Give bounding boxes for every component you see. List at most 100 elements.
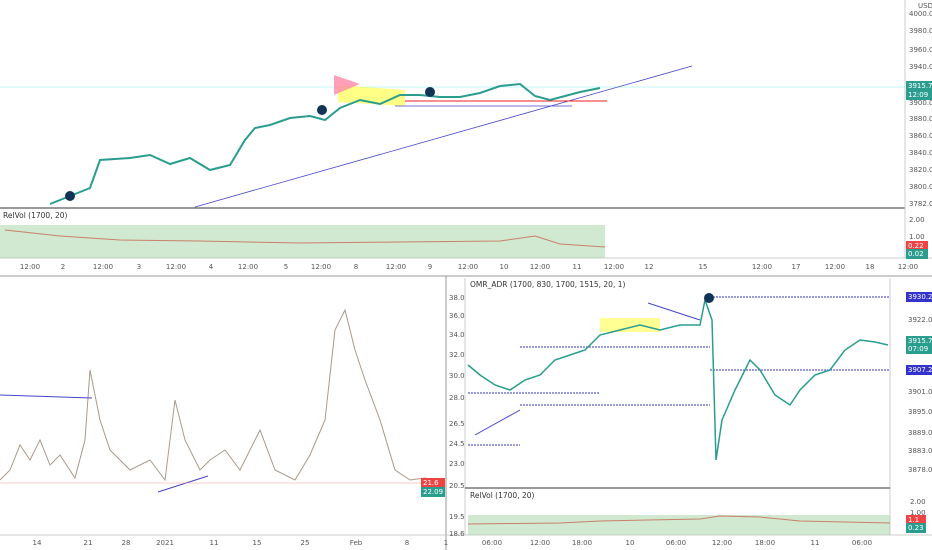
indicator-value: 1.1 [908,516,919,524]
price-tag: 21.6 [423,479,439,487]
x-tick-label: 06:00 [666,539,686,547]
indicator-value: 0.23 [908,524,924,532]
x-tick-label: 11 [210,539,219,547]
x-tick-label: 10 [626,539,635,547]
y-tick-label: 28.0 [449,394,465,402]
y-tick-label: 34.0 [449,331,465,339]
y-tick-label: 30.0 [449,372,465,380]
y-tick-label: 3901.00 [908,388,932,396]
y-tick-label: 32.0 [449,351,465,359]
signal-icon [425,87,435,97]
countdown: 12:09 [908,91,928,99]
y-tick-label: 2.00 [909,216,925,224]
y-tick-label: 3878.00 [908,466,932,474]
current-price: 07:09 [908,345,928,353]
price-series [0,308,441,483]
x-tick-label: 12:00 [93,263,113,271]
x-tick-label: 06:00 [482,539,502,547]
price-series [49,82,601,205]
x-tick-label: 8 [354,263,358,271]
x-tick-label: 12:00 [898,263,918,271]
x-tick-label: 15 [253,539,262,547]
x-tick-label: 12:00 [530,539,550,547]
y-tick-label: 3883.00 [908,447,932,455]
signal-icon [317,105,327,115]
relvol-bars [0,225,605,258]
price-tag-bg [421,478,445,488]
x-tick-label: 25 [301,539,310,547]
x-tick-label: 14 [33,539,42,547]
level-tag-bg [906,292,932,302]
volume-profile [334,75,360,95]
current-price: 3915.75 [908,337,932,345]
indicator-value-bg [906,249,928,259]
legend: OMR_ADR (1700, 830, 1700, 1515, 20, 1) [470,280,625,289]
indicator-value: 0.22 [908,242,924,250]
current-price-bg [906,344,932,354]
x-tick-label: 2021 [156,539,174,547]
y-tick-label: 26.5 [449,420,465,428]
y-tick-label: 20.5 [449,482,465,490]
y-tick-label: 3800.00 [909,183,932,191]
signal-icon [704,293,714,303]
trend-line [157,475,209,493]
level-tag: 3930.25 [908,293,932,301]
relvol-average [467,515,891,525]
x-tick-label: 5 [284,263,288,271]
trend-line [647,302,701,321]
y-tick-label: 3960.00 [909,46,932,54]
x-tick-label: 12:00 [825,263,845,271]
level-tag: 3907.25 [908,366,932,374]
current-price-bg [906,81,932,91]
indicator-value-bg [906,523,926,533]
x-tick-label: Feb [350,539,363,547]
x-tick-label: 18 [866,263,875,271]
y-tick-label: 3860.00 [909,132,932,140]
x-tick-label: 3 [137,263,141,271]
current-price-bg [906,336,932,346]
x-tick-label: 12:00 [20,263,40,271]
x-tick-label: 12 [645,263,654,271]
x-tick-label: 17 [792,263,801,271]
x-tick-label: 12:00 [712,539,732,547]
y-tick-label: 19.5 [449,513,465,521]
x-tick-label: 12:00 [604,263,624,271]
x-tick-label: 11 [573,263,582,271]
trend-line [474,409,521,436]
indicator-label: RelVol (1700, 20) [3,211,68,220]
trend-line [0,394,93,399]
y-tick-label: 3940.00 [909,63,932,71]
indicator-label: RelVol (1700, 20) [470,491,535,500]
price-series [467,297,889,461]
price-tag-bg [421,487,445,497]
y-tick-label: 3889.00 [908,429,932,437]
x-tick-label: 12:00 [166,263,186,271]
x-tick-label: 1 [444,539,448,547]
volume-profile [600,318,660,332]
y-tick-label: 3782.00 [909,200,932,208]
countdown-bg [906,90,932,100]
x-tick-label: 12:00 [752,263,772,271]
y-tick-label: 3980.00 [909,27,932,35]
x-tick-label: 10 [500,263,509,271]
y-tick-label: 18.6 [449,530,465,538]
x-tick-label: 21 [84,539,93,547]
trend-line [194,65,693,208]
y-tick-label: 38.0 [449,294,465,302]
indicator-value: 0.02 [908,250,924,258]
y-tick-label: 3880.00 [909,115,932,123]
y-tick-label: 36.0 [449,312,465,320]
x-tick-label: 11 [811,539,820,547]
x-tick-label: 15 [699,263,708,271]
x-tick-label: 12:00 [311,263,331,271]
x-tick-label: 18:00 [755,539,775,547]
x-tick-label: 4 [209,263,214,271]
current-price: 3915.75 [908,82,932,90]
price-tag: 22.09 [423,488,443,496]
x-tick-label: 12:00 [238,263,258,271]
x-tick-label: 12:00 [386,263,406,271]
y-tick-label: 2.00 [910,498,926,506]
y-tick-label: 3900.00 [909,99,932,107]
